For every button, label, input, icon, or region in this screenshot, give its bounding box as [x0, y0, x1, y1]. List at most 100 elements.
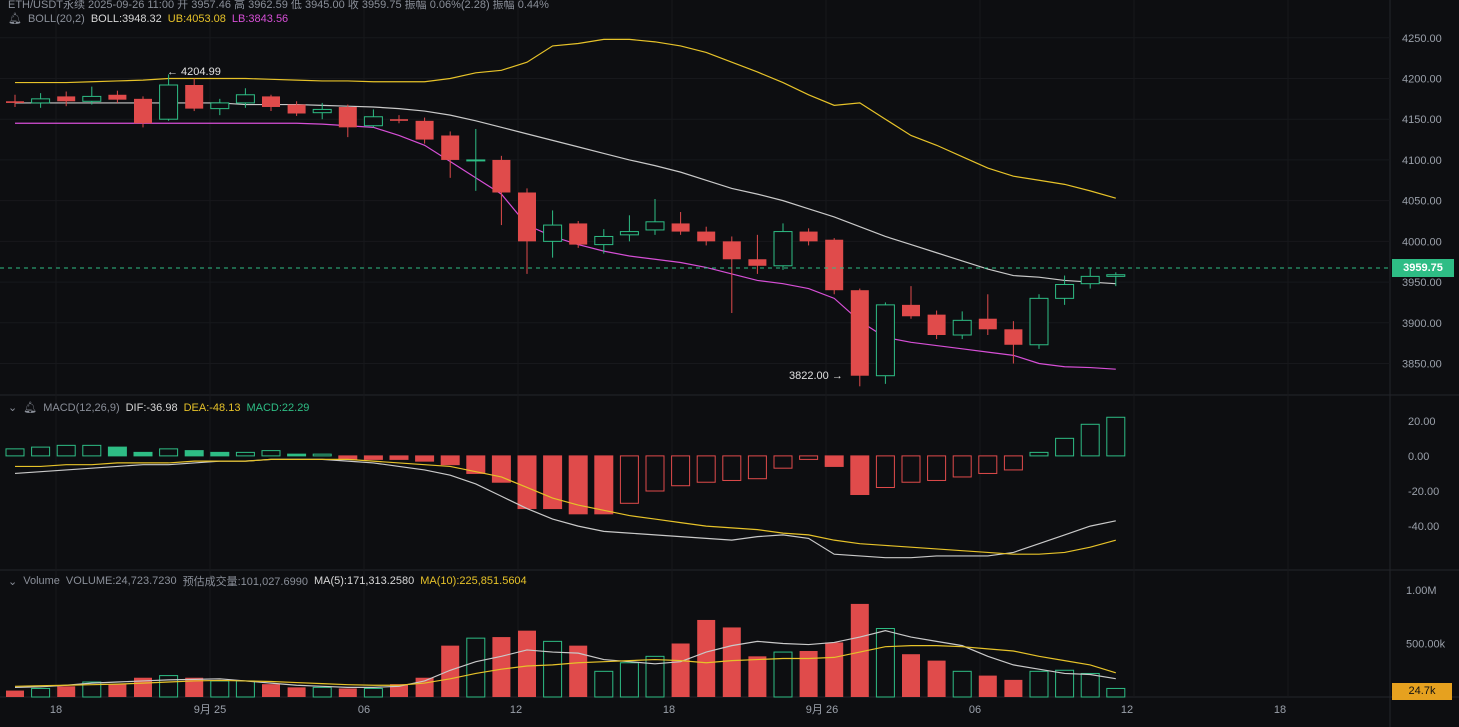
- macd-dea-value: DEA:-48.13: [183, 401, 241, 414]
- candle: [671, 212, 690, 235]
- volume-bar: [748, 656, 767, 697]
- macd-bar: [415, 455, 435, 462]
- candle-body: [262, 96, 280, 107]
- candle: [1029, 294, 1049, 349]
- candle: [722, 236, 741, 314]
- low-annotation: 3822.00 →: [789, 370, 843, 382]
- macd-bar: [235, 451, 255, 457]
- macd-bar: [773, 455, 793, 469]
- candle: [748, 234, 767, 274]
- candle-body: [773, 231, 793, 267]
- volume-bar: [6, 690, 24, 697]
- volume-bar: [978, 675, 997, 697]
- volume-bar: [185, 677, 204, 697]
- candle: [363, 109, 383, 128]
- candle-body: [287, 104, 306, 114]
- macd-bar: [517, 455, 537, 510]
- bell-icon[interactable]: 🔔︎: [23, 402, 38, 414]
- current-price-tag: 3959.75: [1392, 259, 1454, 277]
- volume-ma5-line: [14, 630, 1116, 688]
- macd-bar: [287, 453, 307, 457]
- bell-icon[interactable]: 🔔︎: [8, 13, 22, 25]
- macd-bar: [133, 451, 153, 457]
- macd-bar: [875, 455, 895, 488]
- price-tick-label: 3950.00: [1402, 277, 1442, 289]
- time-tick-label: 18: [663, 704, 675, 716]
- macd-bar: [5, 448, 25, 457]
- volume-bar: [31, 687, 51, 698]
- volume-tick-label: 500.00k: [1406, 639, 1446, 651]
- candle: [697, 226, 716, 246]
- macd-bar: [363, 455, 383, 460]
- chevron-down-icon[interactable]: ⌄: [8, 575, 18, 588]
- candle: [594, 229, 614, 254]
- candle: [466, 128, 486, 191]
- price-tick-label: 3900.00: [1402, 318, 1442, 330]
- macd-bar: [440, 455, 460, 466]
- volume-bar: [799, 650, 818, 697]
- volume-bar: [210, 680, 230, 698]
- candle: [492, 155, 511, 226]
- macd-bar: [952, 455, 972, 478]
- candle-body: [952, 319, 972, 336]
- candle: [415, 117, 434, 144]
- candle: [6, 94, 24, 107]
- candle: [799, 228, 818, 246]
- candle-body: [159, 84, 179, 120]
- macd-bar: [747, 455, 767, 480]
- time-tick-label: 06: [358, 704, 370, 716]
- candle-body: [594, 235, 614, 246]
- volume-bar: [159, 675, 179, 698]
- volume-bar: [645, 655, 665, 698]
- candle-body: [645, 221, 665, 231]
- candle: [569, 220, 588, 248]
- volume-bar: [312, 686, 332, 698]
- candle: [441, 131, 460, 178]
- volume-bar: [1080, 672, 1100, 698]
- macd-tick-label: 0.00: [1408, 451, 1429, 463]
- candle-body: [799, 231, 818, 242]
- macd-bar: [594, 455, 614, 515]
- volume-bar: [363, 687, 383, 698]
- candle-body: [1004, 329, 1023, 345]
- volume-bar: [518, 630, 536, 697]
- candle: [108, 90, 127, 103]
- candle: [773, 223, 793, 270]
- volume-estimate: 预估成交量:101,027.6990: [182, 576, 308, 588]
- volume-bar: [441, 645, 460, 697]
- candle: [390, 115, 408, 124]
- boll-upper-line: [15, 38, 1116, 199]
- volume-bar: [952, 670, 972, 698]
- candle: [927, 310, 946, 340]
- boll-label: BOLL(20,2): [27, 12, 85, 25]
- volume-bar: [927, 660, 946, 697]
- price-tick-label: 3850.00: [1402, 358, 1442, 370]
- macd-bar: [466, 455, 486, 474]
- axes: 4250.00 4200.00 4150.00 4100.00 4050.00 4000.…: [50, 33, 1446, 716]
- chevron-down-icon[interactable]: ⌄: [8, 402, 18, 414]
- price-tick-label: 4200.00: [1402, 73, 1442, 85]
- volume-bar: [619, 662, 639, 698]
- boll-mid-line: [15, 102, 1116, 285]
- macd-dif-line: [14, 458, 1116, 559]
- boll-lb-value: LB:3843.56: [231, 12, 289, 25]
- macd-bar: [1029, 451, 1049, 457]
- macd-tick-label: -40.00: [1408, 521, 1439, 533]
- candle: [287, 101, 306, 116]
- volume-legend: ⌄ Volume VOLUME:24,723.7230 预估成交量:101,02…: [8, 573, 527, 589]
- candle-body: [235, 94, 255, 104]
- volume-bar: [1004, 679, 1023, 697]
- macd-bar: [568, 455, 588, 515]
- candle-body: [57, 96, 76, 102]
- candle-body: [569, 223, 588, 245]
- candle-body: [415, 120, 434, 140]
- volume-bar: [235, 680, 255, 698]
- candle-body: [6, 101, 24, 103]
- candle-body: [518, 192, 536, 242]
- symbol-info-text: ETH/USDT永续 2025-09-26 11:00 开 3957.46 高 …: [8, 0, 549, 11]
- volume-ma10: MA(10):225,851.5604: [420, 575, 527, 587]
- volume-value: VOLUME:24,723.7230: [65, 575, 177, 587]
- candle: [543, 210, 563, 258]
- current-volume-tag: 24.7k: [1392, 683, 1452, 700]
